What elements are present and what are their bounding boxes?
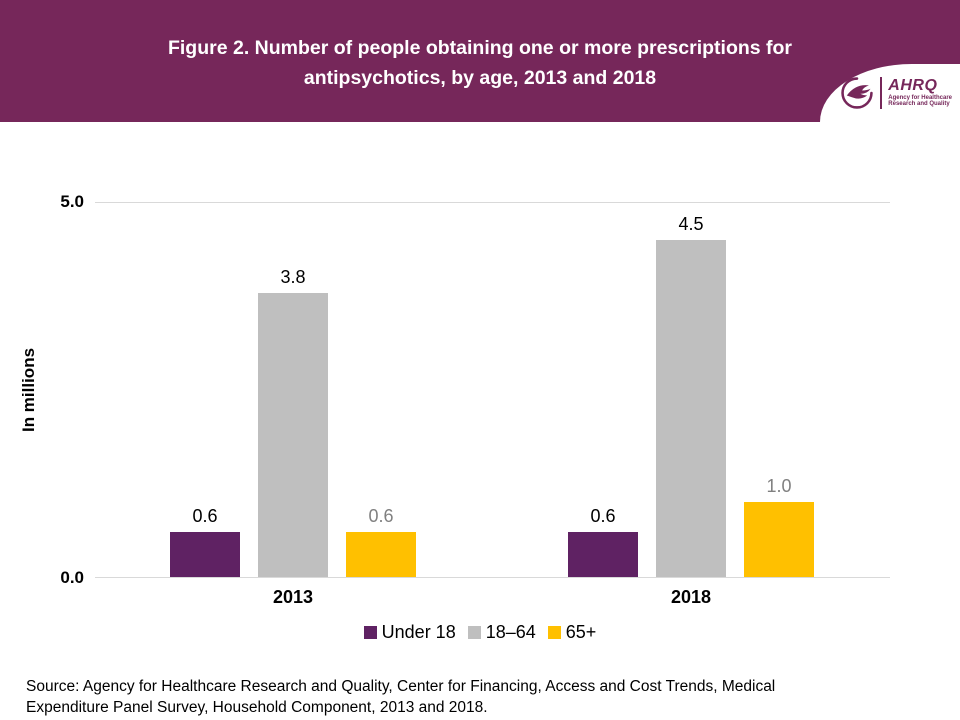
legend-item-65+: 65+ — [547, 622, 597, 643]
bar-column: 0.6 — [346, 203, 416, 577]
plot-area: 5.0 0.0 In millions 0.6 3.8 0.6 2013 0.6 4.5 1… — [19, 192, 890, 607]
y-tick-5: 5.0 — [60, 192, 84, 211]
bar-value-label: 0.6 — [590, 506, 616, 527]
logo-divider — [880, 77, 883, 109]
bar-value-label: 0.6 — [192, 506, 218, 527]
bar-column: 1.0 — [744, 203, 814, 577]
bar-65+-2013 — [346, 532, 416, 577]
legend-item-18–64: 18–64 — [467, 622, 536, 643]
bar-column: 0.6 — [170, 203, 240, 577]
y-axis-title-wrap: In millions — [17, 203, 41, 577]
bar-Under-18-2013 — [170, 532, 240, 577]
hhs-eagle-icon — [841, 77, 874, 109]
logo-acronym: AHRQ — [888, 77, 938, 95]
legend-swatch — [467, 626, 481, 639]
bar-value-label: 0.6 — [368, 506, 394, 527]
bar-value-label: 1.0 — [766, 476, 792, 497]
legend-label: Under 18 — [381, 622, 456, 642]
legend-label: 18–64 — [485, 622, 536, 642]
legend-item-Under-18: Under 18 — [363, 622, 456, 643]
x-axis-label-2013: 2013 — [272, 587, 314, 607]
bar-Under-18-2018 — [568, 532, 638, 577]
legend-swatch — [363, 626, 377, 639]
bar-column: 4.5 — [656, 203, 726, 577]
logo-text: AHRQ Agency for Healthcare Research and … — [888, 77, 952, 108]
bar-65+-2018 — [744, 502, 814, 577]
source-note: Source: Agency for Healthcare Research a… — [26, 678, 776, 716]
title-banner: Figure 2. Number of people obtaining one… — [0, 0, 960, 122]
bar-value-label: 3.8 — [280, 266, 306, 287]
y-tick-0: 0.0 — [60, 568, 84, 587]
bar-column: 0.6 — [568, 203, 638, 577]
legend: Under 18 18–64 65+ — [0, 622, 960, 643]
bar-group-2013: 0.6 3.8 0.6 2013 — [170, 203, 416, 607]
logo-tagline-line1: Agency for Healthcare — [888, 95, 952, 102]
y-axis-title: In millions — [19, 347, 38, 433]
bar-18–64-2013 — [258, 292, 328, 577]
bar-group-2018: 0.6 4.5 1.0 2018 — [568, 203, 814, 607]
bar-value-label: 4.5 — [678, 214, 704, 235]
legend-label: 65+ — [565, 622, 597, 642]
figure-title: Figure 2. Number of people obtaining one… — [167, 37, 793, 90]
logo-tagline-line2: Research and Quality — [888, 101, 950, 108]
x-axis-label-2018: 2018 — [670, 587, 712, 607]
legend-swatch — [547, 626, 561, 639]
bar-18–64-2018 — [656, 240, 726, 577]
bar-column: 3.8 — [258, 203, 328, 577]
